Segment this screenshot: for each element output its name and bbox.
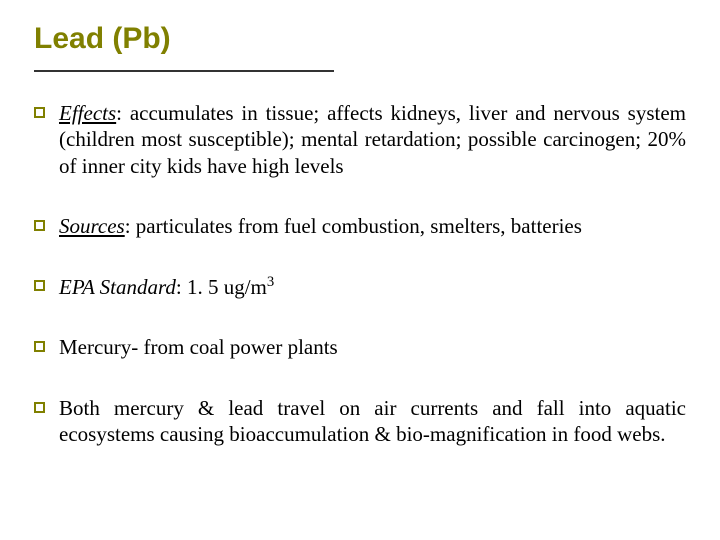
square-bullet-icon (34, 280, 45, 291)
title-divider (34, 70, 334, 72)
bullet-list: Effects: accumulates in tissue; affects … (34, 100, 686, 447)
bullet-label: Effects (59, 101, 116, 125)
list-item: Mercury- from coal power plants (34, 334, 686, 360)
bullet-rest: : particulates from fuel combustion, sme… (125, 214, 582, 238)
bullet-text: Effects: accumulates in tissue; affects … (59, 100, 686, 179)
bullet-label: EPA Standard (59, 275, 176, 299)
slide-title: Lead (Pb) (34, 22, 686, 56)
bullet-text: Both mercury & lead travel on air curren… (59, 395, 686, 448)
square-bullet-icon (34, 107, 45, 118)
list-item: EPA Standard: 1. 5 ug/m3 (34, 273, 686, 300)
list-item: Both mercury & lead travel on air curren… (34, 395, 686, 448)
bullet-rest-prefix: : 1. 5 ug/m (176, 275, 267, 299)
square-bullet-icon (34, 402, 45, 413)
bullet-rest: : accumulates in tissue; affects kidneys… (59, 101, 686, 178)
square-bullet-icon (34, 341, 45, 352)
bullet-text: EPA Standard: 1. 5 ug/m3 (59, 273, 686, 300)
square-bullet-icon (34, 220, 45, 231)
bullet-label: Sources (59, 214, 125, 238)
superscript: 3 (267, 274, 274, 290)
bullet-text: Sources: particulates from fuel combusti… (59, 213, 686, 239)
list-item: Sources: particulates from fuel combusti… (34, 213, 686, 239)
bullet-text: Mercury- from coal power plants (59, 334, 686, 360)
list-item: Effects: accumulates in tissue; affects … (34, 100, 686, 179)
